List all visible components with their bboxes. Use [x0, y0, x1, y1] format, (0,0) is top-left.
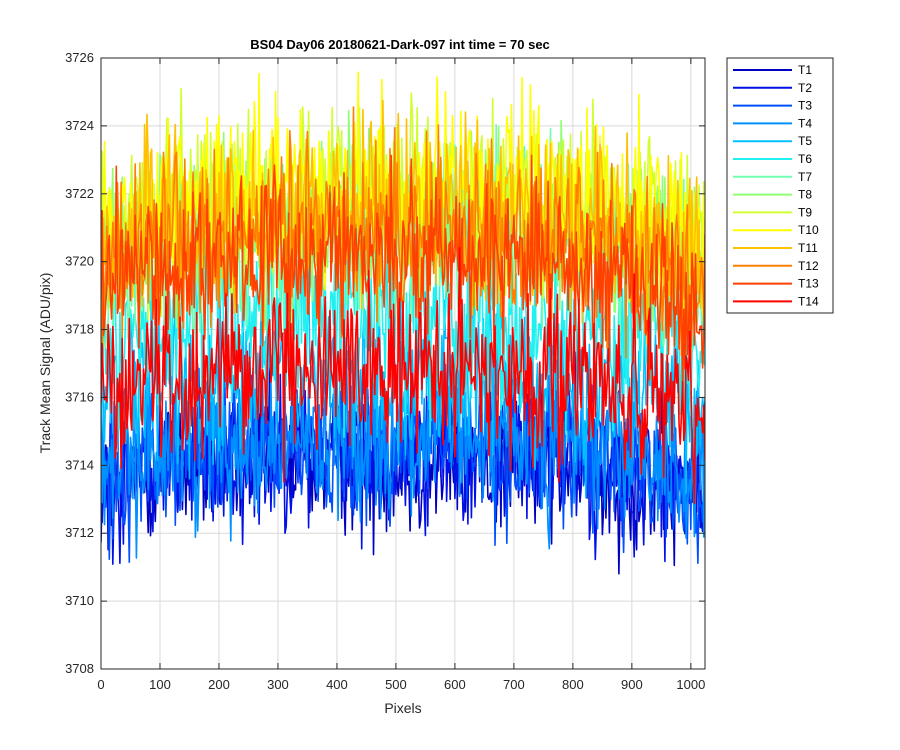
x-tick-label: 800 — [562, 677, 584, 692]
legend-label-t1: T1 — [798, 63, 812, 77]
y-tick-label: 3722 — [65, 186, 94, 201]
legend-label-t14: T14 — [798, 294, 819, 308]
legend-label-t11: T11 — [798, 241, 818, 255]
y-tick-label: 3708 — [65, 661, 94, 676]
x-tick-label: 600 — [444, 677, 466, 692]
x-tick-label: 0 — [97, 677, 104, 692]
series-line-t14 — [101, 246, 705, 504]
x-tick-label: 300 — [267, 677, 289, 692]
legend-label-t6: T6 — [798, 152, 812, 166]
x-tick-label: 700 — [503, 677, 525, 692]
axis-ticks: 0 100 200 300 400 500 600 700 800 900 1000 3708 3710… — [65, 50, 705, 692]
legend-label-t10: T10 — [798, 223, 819, 237]
y-tick-label: 3712 — [65, 525, 94, 540]
series-line-t13 — [101, 154, 705, 400]
y-axis-label: Track Mean Signal (ADU/pix) — [37, 273, 53, 454]
x-tick-label: 200 — [208, 677, 230, 692]
x-tick-label: 1000 — [676, 677, 705, 692]
axes-box — [100, 57, 706, 670]
legend-label-t4: T4 — [798, 116, 812, 130]
legend-box — [726, 57, 834, 314]
legend: T1 T2 T3 T4 T5 T6 T7 T8 T9 T10 T11 T12 T13 T14 — [726, 57, 834, 314]
legend-label-t9: T9 — [798, 205, 812, 219]
plot-area: 0 100 200 300 400 500 600 700 800 900 1000 3708 3710… — [65, 50, 706, 692]
chart-title: BS04 Day06 20180621-Dark-097 int time = … — [250, 37, 550, 52]
x-tick-label: 500 — [385, 677, 407, 692]
y-tick-label: 3726 — [65, 50, 94, 65]
legend-label-t2: T2 — [798, 81, 812, 95]
legend-label-t5: T5 — [798, 134, 812, 148]
x-tick-label: 100 — [149, 677, 171, 692]
y-tick-label: 3720 — [65, 254, 94, 269]
legend-label-t8: T8 — [798, 188, 812, 202]
y-tick-label: 3724 — [65, 118, 94, 133]
y-tick-label: 3710 — [65, 593, 94, 608]
legend-label-t7: T7 — [798, 170, 812, 184]
y-tick-label: 3714 — [65, 457, 94, 472]
x-axis-label: Pixels — [384, 700, 421, 716]
y-tick-label: 3716 — [65, 389, 94, 404]
x-tick-label: 900 — [621, 677, 643, 692]
y-tick-label: 3718 — [65, 322, 94, 337]
legend-label-t3: T3 — [798, 99, 812, 113]
legend-label-t13: T13 — [798, 277, 819, 291]
series-layer — [101, 71, 705, 575]
legend-label-t12: T12 — [798, 259, 819, 273]
x-tick-label: 400 — [326, 677, 348, 692]
